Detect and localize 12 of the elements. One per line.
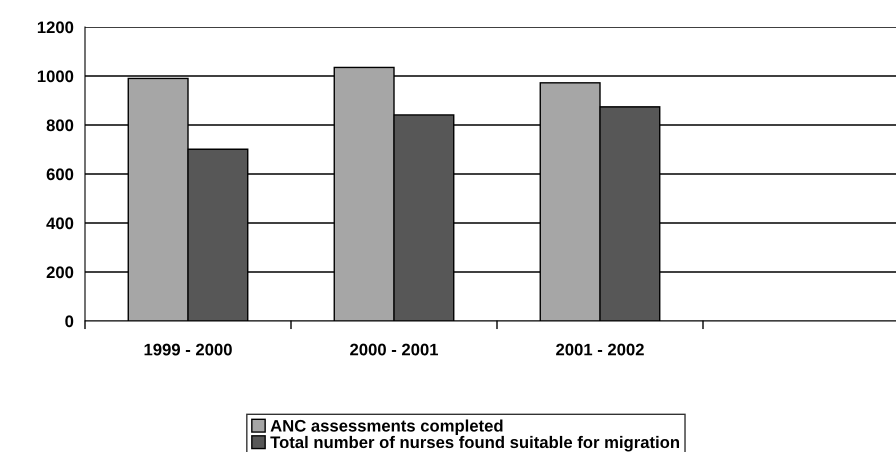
x-tick-label: 1999 - 2000 [144,344,232,356]
y-tick-label: 1200 [38,21,74,34]
x-tick-label: 2001 - 2002 [556,344,644,356]
y-tick-label: 200 [46,266,74,278]
y-tick-label: 800 [46,119,74,132]
y-tick-label: 400 [46,217,74,230]
y-tick-label: 1000 [38,70,74,82]
x-tick-label: 2000 - 2001 [350,344,438,356]
legend-label: Total number of nurses found suitable for migration [270,436,680,452]
y-tick-label: 0 [65,315,74,328]
y-tick-label: 600 [46,168,74,180]
legend-label: ANC assessments completed [270,419,502,435]
